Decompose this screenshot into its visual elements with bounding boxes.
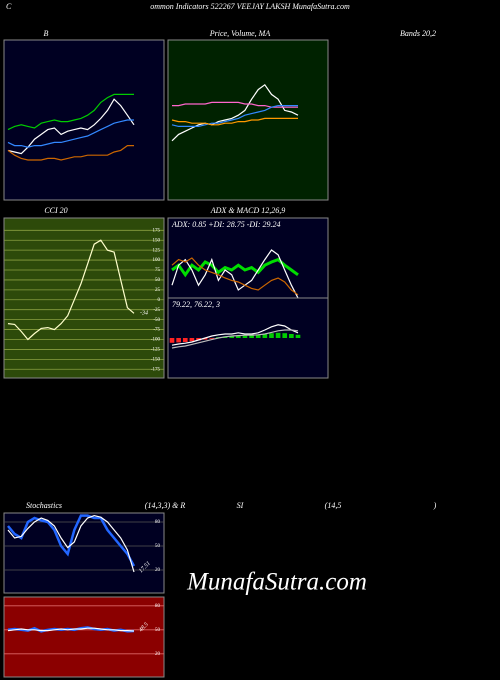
- series-line: [7, 98, 135, 155]
- series-line: [7, 627, 135, 632]
- series-line: [171, 257, 299, 296]
- histogram-bar: [169, 338, 175, 343]
- y-tick-label: 50: [155, 628, 161, 633]
- histogram-bar: [229, 336, 235, 338]
- y-tick-label: 150: [153, 238, 161, 243]
- series-line: [172, 101, 298, 108]
- y-tick-label: 25: [155, 288, 161, 293]
- y-tick-label: -125: [151, 348, 161, 353]
- y-tick-label: 20: [155, 652, 161, 657]
- caption: Bands 20,2: [400, 29, 436, 38]
- series-line: [171, 83, 299, 142]
- histogram-bar: [289, 334, 294, 338]
- panel: [3, 596, 165, 678]
- histogram-bar: [176, 338, 181, 343]
- series-line: [171, 105, 298, 127]
- series-line: [7, 119, 134, 148]
- value-label: -34: [140, 310, 148, 317]
- y-tick-label: 175: [153, 228, 161, 233]
- y-tick-label: -50: [153, 318, 160, 323]
- caption: ): [433, 501, 437, 510]
- panel: [167, 39, 329, 201]
- panel: [3, 39, 165, 201]
- histogram-bar: [282, 333, 288, 338]
- histogram-bar: [242, 335, 248, 338]
- caption: CCI 20: [44, 206, 67, 215]
- y-tick-label: 20: [155, 568, 161, 573]
- series-line: [7, 93, 134, 131]
- y-tick-label: -25: [153, 308, 160, 313]
- y-tick-label: -175: [151, 367, 161, 372]
- y-tick-label: 125: [153, 248, 161, 253]
- histogram-bar: [235, 335, 241, 338]
- series-line: [7, 239, 135, 341]
- y-tick-label: 50: [155, 544, 161, 549]
- series-line: [171, 329, 299, 349]
- watermark: MunafaSutra.com: [186, 569, 367, 596]
- y-tick-label: 100: [153, 258, 161, 263]
- series-line: [171, 257, 299, 278]
- caption: B: [44, 29, 49, 38]
- histogram-bar: [295, 334, 301, 338]
- y-tick-label: 80: [155, 520, 161, 525]
- y-tick-label: 75: [155, 268, 161, 273]
- histogram-bar: [262, 334, 268, 338]
- y-tick-label: -150: [151, 357, 161, 362]
- annotation: 79.22, 76.22, 3: [172, 300, 220, 309]
- caption: SI: [237, 501, 244, 510]
- panel: [167, 217, 329, 299]
- series-line: [7, 514, 135, 573]
- caption: Price, Volume, MA: [209, 29, 271, 38]
- caption: (14,3,3) & R: [145, 501, 186, 510]
- panel: [3, 217, 165, 379]
- histogram-bar: [202, 338, 208, 340]
- series-line: [171, 117, 298, 126]
- histogram-bar: [182, 338, 188, 342]
- caption: ADX & MACD 12,26,9: [210, 206, 285, 215]
- histogram-bar: [255, 334, 261, 338]
- caption: Stochastics: [26, 501, 62, 510]
- y-tick-label: 80: [155, 604, 161, 609]
- histogram-bar: [249, 335, 254, 338]
- y-tick-label: -75: [153, 328, 160, 333]
- histogram-bar: [275, 332, 281, 338]
- series-line: [171, 249, 299, 299]
- panel: [167, 297, 329, 379]
- series-line: [7, 145, 134, 161]
- caption: ommon Indicators 522267 VEEJAY LAKSH Mun…: [150, 2, 350, 11]
- histogram-bar: [196, 338, 201, 341]
- y-tick-label: 0: [158, 298, 161, 303]
- annotation: ADX: 0.85 +DI: 28.75 -DI: 29.24: [171, 220, 281, 229]
- histogram-bar: [209, 338, 215, 339]
- caption: (14,5: [325, 501, 342, 510]
- histogram-bar: [269, 333, 274, 338]
- y-tick-label: 50: [155, 278, 161, 283]
- histogram-bar: [189, 338, 195, 342]
- series-line: [7, 514, 136, 567]
- series-line: [171, 324, 299, 346]
- y-tick-label: -100: [151, 338, 161, 343]
- caption: C: [6, 2, 12, 11]
